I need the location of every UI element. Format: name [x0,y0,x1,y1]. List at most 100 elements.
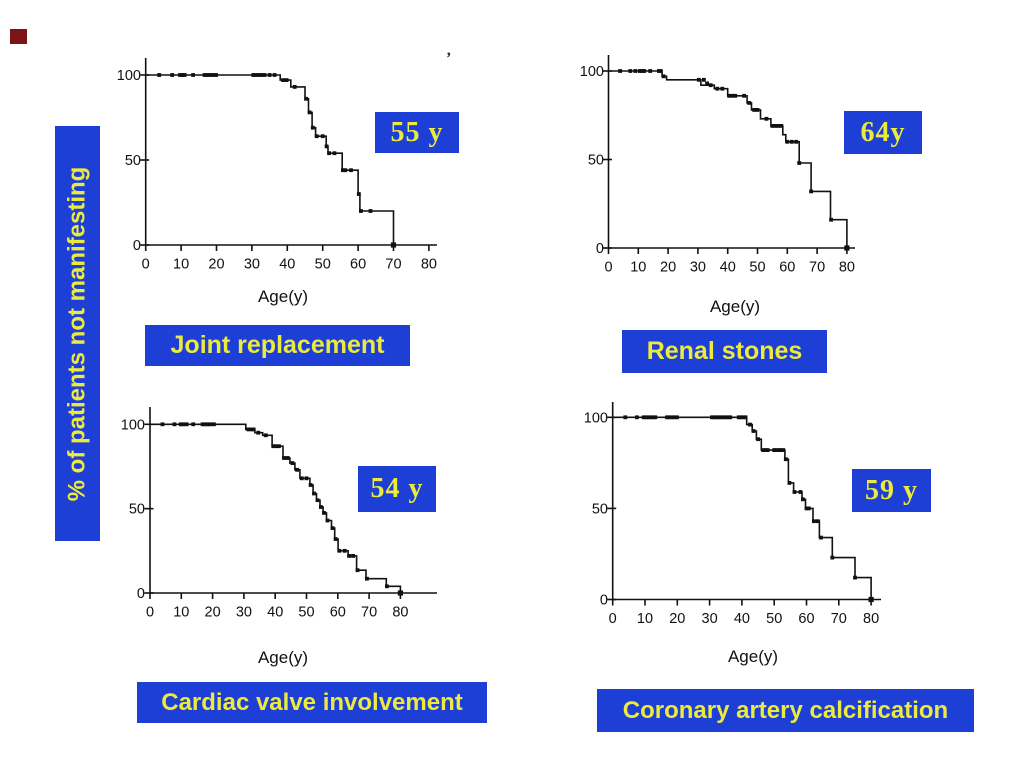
censor-tick [705,81,709,86]
censor-tick [633,69,638,73]
x-tick-label: 50 [315,257,331,273]
censor-tick [170,73,175,77]
censor-tick [256,430,261,435]
censor-tick [618,69,622,73]
censor-tick [642,69,647,73]
censor-tick [351,554,355,558]
chart-title-joint: Joint replacement [145,325,410,366]
y-tick-label: 50 [129,502,145,518]
censor-tick [720,86,725,91]
censor-tick [792,490,797,494]
censor-tick [347,554,351,558]
censor-tick [307,110,312,115]
x-tick-label: 60 [798,611,814,627]
censor-tick [333,537,338,541]
censor-tick [748,422,752,427]
censor-tick [801,497,805,502]
censor-tick [356,192,361,196]
x-tick-label: 40 [267,605,283,621]
censor-tick [712,415,716,420]
censor-tick [640,69,645,73]
censor-tick [368,209,373,213]
censor-tick [325,518,330,523]
censor-tick [271,444,276,449]
censor-tick [208,73,212,77]
censor-tick [721,415,726,420]
y-tick-label: 100 [121,417,145,433]
chart-title-label: Joint replacement [170,331,385,359]
chart-1-group: 0 50 100 0 10 20 30 40 50 60 70 80 Age(y) [580,55,855,316]
x-tick-label: 0 [609,611,617,627]
median-age-value: 54 y [370,473,424,504]
censor-tick [641,415,646,420]
chart-title-coronary: Coronary artery calcification [597,689,974,732]
censor-tick [322,511,326,515]
end-event-dot [397,590,403,596]
censor-tick [787,481,792,485]
censor-tick [648,69,653,73]
censor-tick [191,73,195,77]
censor-tick [284,78,289,82]
corner-red-square [10,29,27,44]
censor-tick [324,144,329,149]
y-tick-label: 100 [584,410,608,426]
censor-tick [733,93,738,98]
censor-tick [332,151,337,156]
censor-tick [304,476,309,481]
censor-tick [304,96,308,101]
censor-tick [809,189,813,194]
censor-tick [776,124,781,128]
censor-tick [635,415,639,420]
censor-tick [262,73,267,77]
x-tick-label: 80 [421,257,437,273]
censor-tick [623,415,628,420]
censor-tick [830,555,835,560]
censor-tick [263,433,268,438]
x-axis-title: Age(y) [710,297,760,316]
y-tick-label: 100 [580,64,604,80]
censor-tick [202,73,207,77]
censor-tick [251,73,256,77]
censor-tick [672,415,676,420]
censor-tick [191,422,196,427]
censor-tick [310,125,315,130]
censor-tick [719,415,723,420]
censor-tick [661,74,666,79]
censor-tick [774,448,779,452]
censor-tick [254,73,258,77]
censor-tick [829,217,833,222]
x-tick-label: 70 [361,605,377,621]
censor-tick [295,467,299,472]
x-tick-label: 50 [298,605,314,621]
x-tick-label: 60 [350,257,366,273]
x-tick-label: 0 [142,257,150,273]
censor-tick [251,427,256,432]
chart-title-label: Cardiac valve involvement [161,688,463,716]
censor-tick [785,139,790,144]
x-tick-label: 70 [809,260,825,276]
censor-tick [200,422,205,427]
x-tick-label: 70 [831,611,847,627]
x-tick-label: 20 [208,257,224,273]
censor-tick [755,108,760,112]
censor-tick [646,415,651,420]
y-tick-label: 50 [592,501,608,517]
censor-tick [272,73,277,77]
censor-tick [658,69,663,73]
censor-tick [779,124,784,128]
censor-tick [714,415,719,420]
y-axis-label: % of patients not manifesting [63,166,91,501]
censor-tick [770,124,775,128]
censor-tick [314,134,319,139]
censor-tick [789,139,794,144]
censor-tick [743,415,748,420]
censor-tick [772,448,777,452]
censor-tick [741,415,746,420]
censor-tick [781,448,786,452]
chart-title-cardiac: Cardiac valve involvement [137,682,487,723]
censor-tick [723,415,728,420]
median-age-badge-joint: 55 y [375,112,459,153]
censor-tick [257,73,261,77]
